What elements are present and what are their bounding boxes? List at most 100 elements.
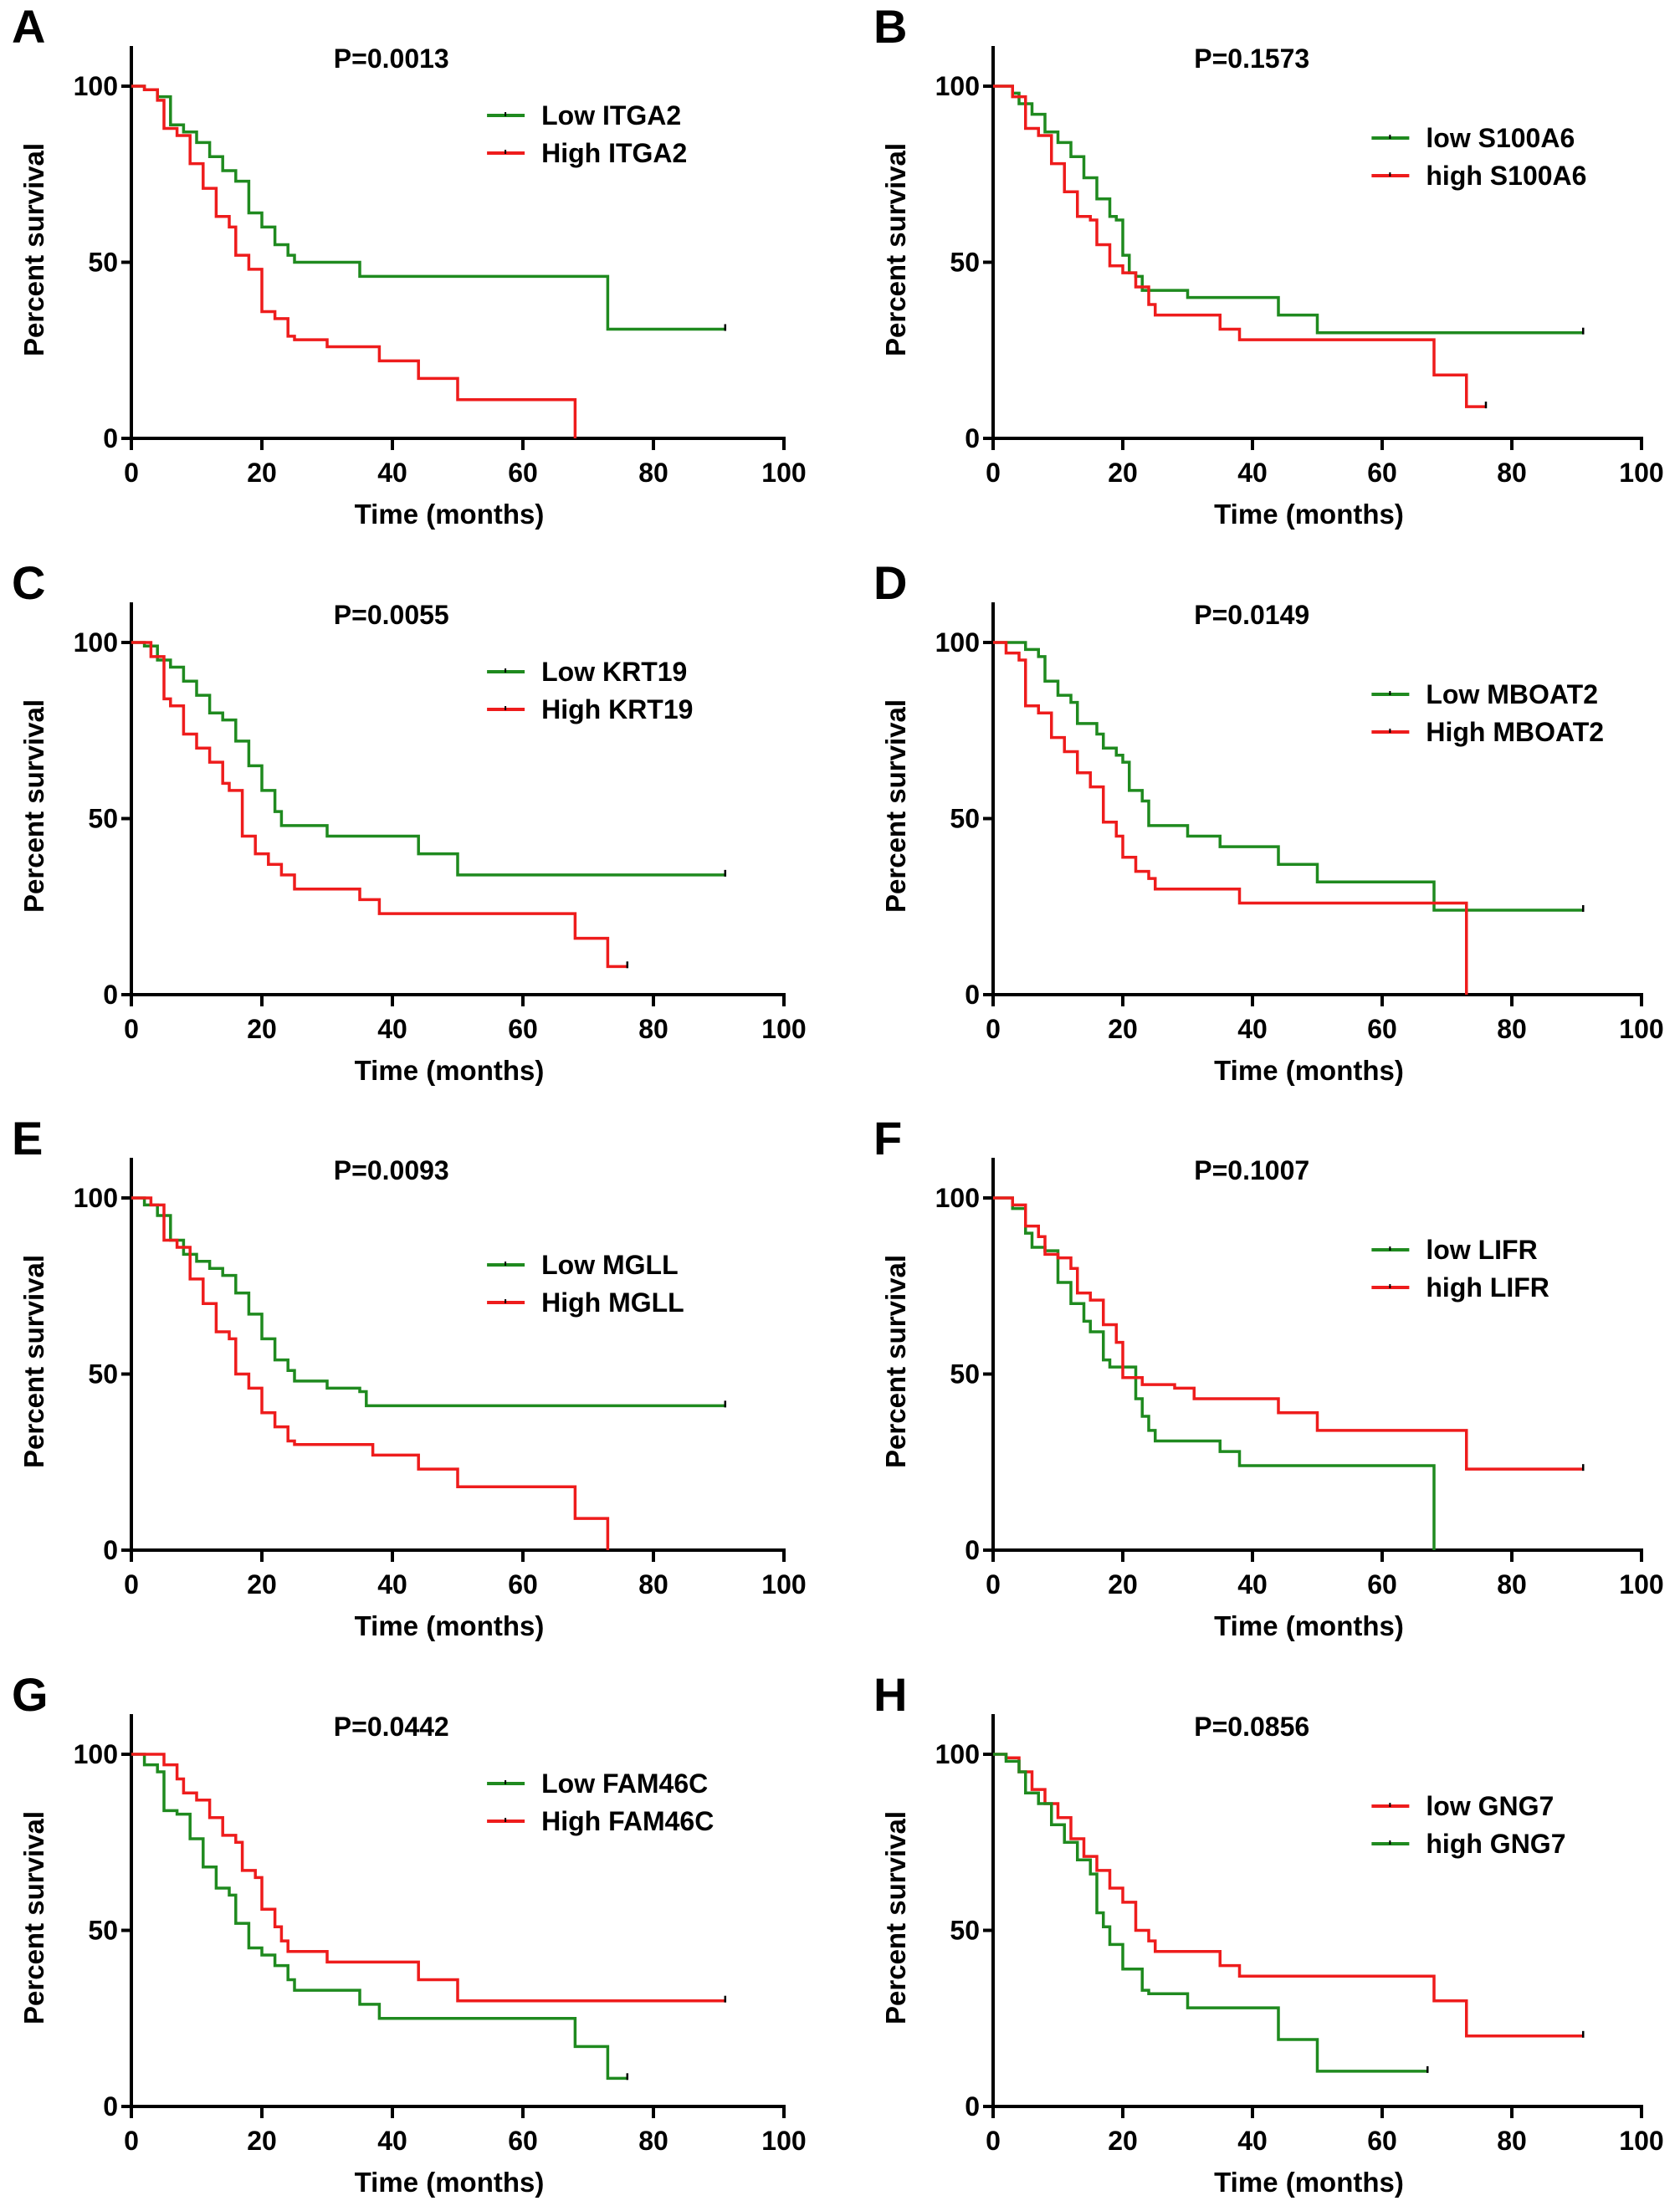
y-tick-label: 100 [74,627,118,658]
x-tick-label: 60 [508,2126,538,2156]
x-axis-title: Time (months) [355,499,545,530]
panel-letter: C [12,556,45,609]
y-axis-title: Percent survival [18,143,49,356]
x-tick-label: 100 [761,458,806,488]
y-tick-label: 100 [935,627,980,658]
survival-panel-c: C P=0.0055 0 20 40 60 80 100 0 50 100 Time (months)… [12,556,807,1086]
y-tick-label: 50 [88,1359,118,1390]
x-tick-label: 60 [508,458,538,488]
x-tick-label: 20 [1108,2126,1138,2156]
p-value-label: P=0.0055 [334,600,449,630]
y-tick-label: 0 [103,423,118,453]
x-tick-label: 20 [247,1014,277,1044]
x-tick-label: 0 [124,1569,139,1599]
x-tick-label: 20 [247,458,277,488]
y-tick-label: 100 [74,71,118,101]
p-value-label: P=0.1573 [1194,44,1309,74]
y-axis-title: Percent survival [18,1811,49,2024]
panel-letter: H [873,1668,907,1721]
survival-curve-red [993,641,1468,995]
y-tick-label: 50 [88,248,118,278]
survival-curve-red [993,1753,1584,2038]
x-tick-label: 60 [1367,2126,1397,2156]
x-tick-label: 40 [1237,458,1268,488]
x-tick-label: 40 [377,458,407,488]
y-tick-label: 50 [950,804,980,834]
panel-letter: A [12,0,45,53]
legend-label: low LIFR [1426,1235,1537,1265]
x-axis-title: Time (months) [1214,1055,1404,1086]
y-axis-title: Percent survival [18,1255,49,1468]
x-tick-label: 20 [1108,1014,1138,1044]
legend-label: High KRT19 [541,694,693,724]
survival-curve-green [993,1196,1436,1550]
p-value-label: P=0.0442 [334,1712,449,1742]
y-tick-label: 50 [88,804,118,834]
survival-curve-red [131,641,627,969]
x-tick-label: 40 [1237,1569,1268,1599]
y-tick-label: 50 [950,1359,980,1390]
y-tick-label: 0 [103,980,118,1010]
survival-curve-green [993,641,1584,912]
survival-curve-red [131,84,577,438]
x-tick-label: 40 [377,2126,407,2156]
legend-label: Low KRT19 [541,657,687,687]
legend-label: low GNG7 [1426,1791,1554,1821]
x-tick-label: 40 [1237,1014,1268,1044]
x-tick-label: 60 [1367,458,1397,488]
x-tick-label: 0 [124,1014,139,1044]
y-tick-label: 0 [965,423,980,453]
x-axis-title: Time (months) [355,1610,545,1641]
y-tick-label: 0 [965,2091,980,2122]
legend-label: high S100A6 [1426,161,1586,191]
survival-curve-green [993,84,1584,335]
x-axis-title: Time (months) [1214,499,1404,530]
y-tick-label: 100 [935,1183,980,1213]
x-tick-label: 40 [1237,2126,1268,2156]
legend-label: Low MBOAT2 [1426,679,1598,709]
x-tick-label: 60 [1367,1014,1397,1044]
survival-curve-green [131,1753,627,2081]
x-tick-label: 100 [1619,2126,1663,2156]
x-tick-label: 80 [638,458,668,488]
x-tick-label: 100 [1619,458,1663,488]
x-tick-label: 20 [247,2126,277,2156]
x-tick-label: 20 [247,1569,277,1599]
survival-panel-g: G P=0.0442 0 20 40 60 80 100 0 50 100 Time (months)… [12,1668,807,2198]
y-axis-title: Percent survival [880,699,911,913]
p-value-label: P=0.0013 [334,44,449,74]
survival-panel-d: D P=0.0149 0 20 40 60 80 100 0 50 100 Time (months)… [873,556,1664,1086]
y-tick-label: 0 [103,2091,118,2122]
survival-curve-red [993,1196,1584,1471]
y-tick-label: 100 [935,71,980,101]
x-axis-title: Time (months) [1214,1610,1404,1641]
x-tick-label: 80 [1497,1014,1527,1044]
p-value-label: P=0.0093 [334,1155,449,1185]
survival-curve-green [131,84,725,331]
y-tick-label: 50 [88,1916,118,1946]
panel-letter: D [873,556,907,609]
panel-letter: E [12,1112,43,1164]
x-tick-label: 0 [986,458,1001,488]
y-tick-label: 50 [950,248,980,278]
x-tick-label: 60 [1367,1569,1397,1599]
legend-label: High FAM46C [541,1806,714,1836]
survival-curve-green [993,1753,1428,2073]
x-tick-label: 0 [124,2126,139,2156]
legend-label: low S100A6 [1426,123,1575,153]
y-tick-label: 100 [74,1183,118,1213]
x-tick-label: 80 [638,2126,668,2156]
x-tick-label: 100 [761,2126,806,2156]
x-axis-title: Time (months) [355,1055,545,1086]
legend-label: High MBOAT2 [1426,717,1604,747]
y-tick-label: 50 [950,1916,980,1946]
legend-label: Low ITGA2 [541,100,681,131]
x-tick-label: 60 [508,1569,538,1599]
x-tick-label: 80 [1497,1569,1527,1599]
legend-label: High MGLL [541,1287,684,1318]
legend-label: Low MGLL [541,1250,679,1280]
x-tick-label: 20 [1108,458,1138,488]
x-tick-label: 80 [1497,2126,1527,2156]
legend-label: high GNG7 [1426,1829,1565,1859]
